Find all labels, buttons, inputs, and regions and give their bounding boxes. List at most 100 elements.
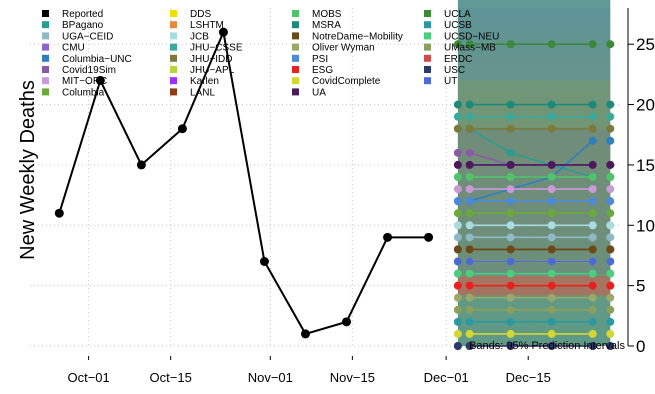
model-point: [506, 148, 515, 157]
legend-label: UCSD−NEU: [444, 31, 499, 42]
model-point: [506, 160, 515, 169]
reported-point: [424, 232, 434, 242]
model-point: [588, 221, 597, 230]
x-tick-label: Dec−15: [506, 370, 551, 385]
model-point: [453, 329, 462, 338]
reported-point: [54, 208, 64, 218]
legend-swatch: [292, 77, 299, 85]
legend-swatch: [424, 21, 431, 29]
x-axis: Oct−01 Oct−15 Nov−01 Nov−15 Dec−01 Dec−15: [67, 356, 551, 385]
model-point: [588, 124, 597, 133]
model-point: [606, 136, 615, 145]
model-point: [547, 124, 556, 133]
reported-point: [342, 317, 352, 327]
legend-swatch: [292, 54, 299, 62]
legend-swatch: [170, 43, 177, 51]
prediction-band-area: [457, 0, 611, 346]
model-point: [465, 221, 474, 230]
legend-label: MIT−ORC: [62, 76, 107, 87]
model-point: [453, 245, 462, 254]
model-point: [606, 342, 615, 350]
model-point: [588, 185, 597, 194]
model-point: [506, 269, 515, 278]
model-point: [588, 173, 597, 181]
model-point: [465, 329, 474, 338]
model-point: [606, 173, 615, 181]
model-point: [506, 40, 515, 49]
x-tick-label: Oct−15: [150, 370, 192, 385]
model-point: [465, 40, 474, 49]
model-point: [606, 233, 615, 242]
model-point: [453, 221, 462, 230]
model-point: [588, 136, 597, 145]
model-point: [547, 185, 556, 194]
legend-label: BPagano: [62, 20, 104, 31]
model-point: [506, 342, 515, 350]
model-point: [453, 293, 462, 302]
band-note: Bands: 95% Prediction Intervals: [469, 340, 625, 352]
legend-label: CovidComplete: [312, 76, 381, 87]
model-point: [506, 197, 515, 206]
model-point: [465, 257, 474, 266]
y-axis-label: New Weekly Deaths: [17, 80, 39, 260]
legend-label: Columbia−UNC: [62, 54, 132, 65]
legend-swatch: [42, 88, 49, 96]
legend-swatch: [42, 66, 49, 73]
model-point: [606, 257, 615, 266]
model-point: [606, 112, 615, 121]
legend-label: JCB: [190, 31, 209, 42]
model-point: [506, 112, 515, 121]
legend-label: JHU−IDD: [190, 54, 233, 65]
model-point: [588, 233, 597, 242]
legend-swatch: [42, 43, 49, 51]
model-point: [465, 209, 474, 218]
model-point: [606, 185, 615, 194]
model-point: [465, 281, 474, 290]
model-point: [506, 293, 515, 302]
legend-swatch: [42, 77, 49, 85]
legend-swatch: [170, 77, 177, 85]
legend-label: LANL: [190, 87, 215, 98]
legend-swatch: [424, 43, 431, 51]
model-point: [453, 269, 462, 278]
x-tick-label: Oct−01: [67, 370, 109, 385]
legend-swatch: [424, 66, 431, 73]
y-axis: 0 5 10 15 20 25: [627, 8, 655, 356]
legend-label: UCSB: [444, 20, 472, 31]
model-point: [465, 148, 474, 157]
model-point: [465, 305, 474, 314]
legend-label: MSRA: [312, 20, 341, 31]
model-point: [506, 305, 515, 314]
model-point: [506, 317, 515, 326]
y-tick-label: 0: [636, 337, 645, 356]
model-point: [547, 221, 556, 230]
model-point: [547, 342, 556, 350]
model-point: [506, 329, 515, 338]
model-point: [606, 281, 615, 290]
legend-swatch: [292, 66, 299, 73]
model-point: [547, 329, 556, 338]
model-point: [506, 245, 515, 254]
y-tick-label: 5: [636, 277, 645, 296]
model-point: [453, 305, 462, 314]
model-point: [453, 100, 462, 109]
model-point: [606, 209, 615, 218]
reported-line: [58, 28, 429, 336]
model-point: [453, 209, 462, 218]
model-point: [606, 221, 615, 230]
model-point: [465, 173, 474, 181]
model-point: [453, 197, 462, 206]
legend-swatch: [292, 32, 299, 40]
reported-point: [383, 232, 393, 242]
model-point: [453, 317, 462, 326]
reported-point: [259, 257, 269, 266]
legend-swatch: [292, 10, 299, 17]
legend-swatch: [42, 10, 49, 17]
model-point: [547, 209, 556, 218]
model-point: [547, 269, 556, 278]
model-point: [506, 124, 515, 133]
legend-swatch: [424, 10, 431, 17]
model-point: [506, 281, 515, 290]
legend-label: PSI: [312, 54, 328, 65]
